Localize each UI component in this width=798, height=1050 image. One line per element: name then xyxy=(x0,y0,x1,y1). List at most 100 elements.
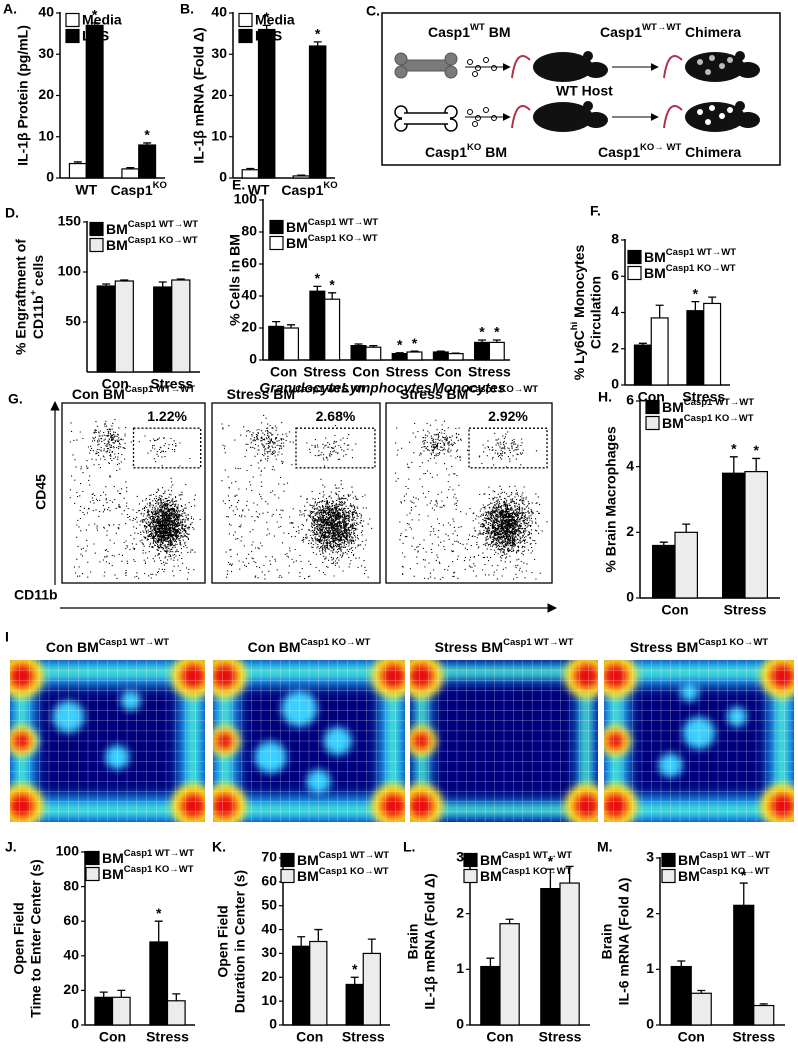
legend-label: LPS xyxy=(255,28,282,44)
legend-swatch xyxy=(65,28,80,44)
error-bar xyxy=(565,865,574,884)
y-axis-label: Open Field xyxy=(11,902,27,974)
heat-blob xyxy=(683,716,715,749)
heat-spot xyxy=(10,664,34,689)
x-tick-label: Casp1KO xyxy=(111,180,167,198)
error-bar xyxy=(313,285,322,292)
heat-spot xyxy=(381,793,405,818)
bar xyxy=(166,1000,186,1026)
legend-swatch xyxy=(645,415,660,431)
y-tick-label: 0 xyxy=(611,376,619,392)
y-tick-label: 30 xyxy=(211,45,227,61)
text-part: Chimera xyxy=(681,144,741,160)
heat-spot xyxy=(604,793,628,818)
text-part: BM xyxy=(678,852,700,868)
bar xyxy=(138,144,157,179)
legend-label: BMCasp1 KO→WT xyxy=(106,235,198,253)
flow-plot: Stress BMCasp1 KO→WT 2.92% xyxy=(385,384,553,584)
text-part: CD11b xyxy=(30,296,46,340)
y-tick-label: 20 xyxy=(211,86,227,102)
bar xyxy=(111,996,131,1026)
flow-plot: Stress BMCasp1 WT→WT 2.68% xyxy=(211,384,381,584)
heatmap-title: Stress BMCasp1 WT→WT xyxy=(435,637,574,655)
superscript: Casp1 KO→WT xyxy=(666,263,736,274)
bar xyxy=(480,965,501,1026)
bar-chart: K. 0 10 20 30 40 50 60 70 Open Field Duration in C… xyxy=(212,839,390,1045)
y-tick-label: 8 xyxy=(611,231,619,247)
text-part: Casp1 xyxy=(281,182,323,198)
chimera-label: Casp1KO→ WT Chimera xyxy=(598,142,741,160)
bar xyxy=(674,531,698,599)
cell-transfer xyxy=(465,57,659,127)
error-bar xyxy=(486,957,495,967)
y-tick-label: 100 xyxy=(56,843,80,859)
bar xyxy=(350,345,367,361)
y-tick-label: 0 xyxy=(269,1016,277,1032)
heat-spot xyxy=(410,664,434,689)
y-tick-label: 40 xyxy=(63,947,79,963)
bar xyxy=(94,996,114,1026)
heatmap-bg xyxy=(10,660,205,822)
bar-chart: A. 0 10 20 30 40 IL-1β Protein (pg/mL) WT Casp1K… xyxy=(3,1,167,198)
legend-label: BMCasp1 KO→WT xyxy=(662,413,754,431)
heatmap xyxy=(410,660,598,822)
heatmap-grid xyxy=(10,660,205,822)
bar xyxy=(121,168,140,179)
text-part: BM xyxy=(481,144,507,160)
bar xyxy=(432,351,449,361)
significance-mark: * xyxy=(412,335,418,351)
legend-label: BMCasp1 KO→WT xyxy=(644,263,736,281)
bar xyxy=(309,290,326,361)
panel-label: A. xyxy=(3,1,17,17)
legend-swatch xyxy=(89,221,104,237)
bar xyxy=(559,882,580,1026)
legend-swatch xyxy=(280,868,295,884)
bone-ko xyxy=(394,105,458,132)
heat-blob xyxy=(120,690,141,711)
event-dots xyxy=(69,419,201,580)
text-part: Casp1 xyxy=(111,182,153,198)
y-tick-label: 0 xyxy=(456,1016,464,1032)
plot-title: Con BMCasp1 WT→WT xyxy=(72,384,195,402)
y-tick-label: 60 xyxy=(241,255,257,271)
x-tick-label: Con xyxy=(296,1029,323,1045)
significance-mark: * xyxy=(315,270,321,286)
legend-swatch xyxy=(661,852,676,868)
heatmap xyxy=(604,660,794,822)
text-part: BM xyxy=(106,237,128,253)
x-tick-label: Stress xyxy=(303,364,346,380)
y-tick-label: 30 xyxy=(38,45,54,61)
error-bar xyxy=(655,304,664,318)
bar xyxy=(114,280,134,373)
y-tick-label: 100 xyxy=(58,263,82,279)
plot-frame xyxy=(211,402,381,584)
heat-spot xyxy=(770,664,794,689)
bar xyxy=(391,353,408,361)
superscript: Casp1 KO→WT xyxy=(319,866,389,877)
panel-label: D. xyxy=(5,205,19,221)
legend-label: BMCasp1 WT→WT xyxy=(297,850,389,868)
bar xyxy=(345,983,364,1026)
superscript: KO xyxy=(153,180,167,191)
significance-mark: * xyxy=(479,324,485,340)
text-part: BM xyxy=(102,850,124,866)
heatmap xyxy=(213,660,405,822)
y-tick-label: 40 xyxy=(261,920,277,936)
error-bar xyxy=(154,920,163,942)
y-tick-label: 30 xyxy=(261,944,277,960)
bar xyxy=(703,302,722,386)
bar xyxy=(282,327,300,361)
legend-swatch xyxy=(463,852,478,868)
y-axis-label: IL-1β mRNA (Fold Δ) xyxy=(191,27,207,163)
text-part: BM xyxy=(480,868,502,884)
y-tick-label: 1 xyxy=(456,960,464,976)
text-part: BM xyxy=(297,852,319,868)
significance-mark: * xyxy=(156,905,162,921)
x-tick-label: Con xyxy=(661,602,688,618)
text-part: Casp1 xyxy=(600,24,642,40)
plot-title: Stress BMCasp1 KO→WT xyxy=(400,384,538,402)
legend-label: LPS xyxy=(82,28,109,44)
bar xyxy=(68,162,87,179)
text-part: BM xyxy=(662,399,684,415)
